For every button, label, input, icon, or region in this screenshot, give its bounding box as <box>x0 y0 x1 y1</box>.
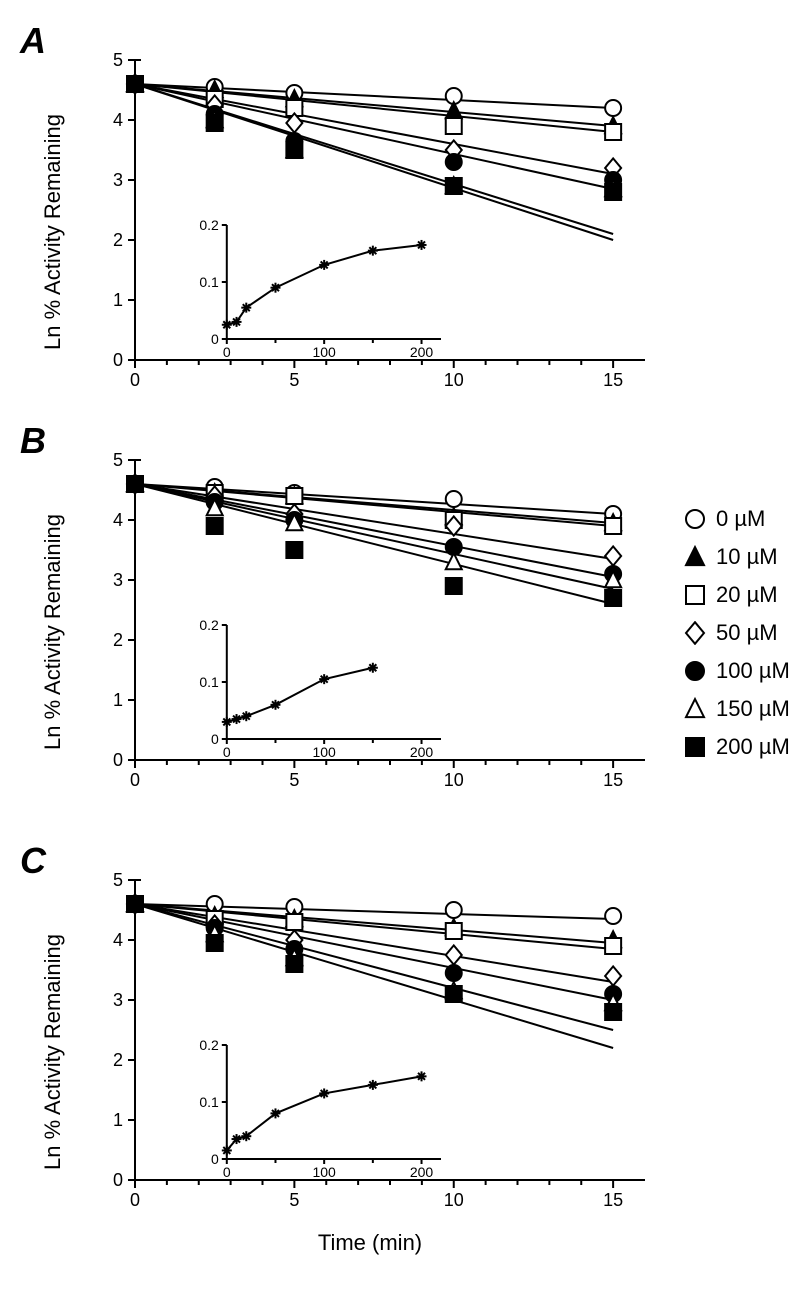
svg-text:0: 0 <box>223 744 231 760</box>
y-axis-title-c: Ln % Activity Remaining <box>40 934 66 1170</box>
svg-text:1: 1 <box>113 1110 123 1130</box>
svg-text:0: 0 <box>130 370 140 390</box>
legend-item-6: 200 µM <box>680 728 790 766</box>
legend-label-4: 100 µM <box>716 658 790 684</box>
legend-marker-0 <box>680 507 710 531</box>
svg-text:200: 200 <box>410 344 434 360</box>
legend-marker-6 <box>680 735 710 759</box>
svg-text:10: 10 <box>444 370 464 390</box>
panel-label-a: A <box>20 20 46 62</box>
svg-text:5: 5 <box>113 450 123 470</box>
svg-text:10: 10 <box>444 1190 464 1210</box>
svg-text:0.2: 0.2 <box>199 617 219 633</box>
svg-text:5: 5 <box>113 50 123 70</box>
legend-marker-2 <box>680 583 710 607</box>
svg-text:0: 0 <box>211 331 219 347</box>
svg-text:0: 0 <box>130 770 140 790</box>
svg-text:0.1: 0.1 <box>199 674 219 690</box>
svg-text:5: 5 <box>289 1190 299 1210</box>
svg-text:0: 0 <box>223 1164 231 1180</box>
svg-text:2: 2 <box>113 1050 123 1070</box>
svg-text:2: 2 <box>113 630 123 650</box>
legend-marker-1 <box>680 545 710 569</box>
svg-text:3: 3 <box>113 170 123 190</box>
svg-text:15: 15 <box>603 1190 623 1210</box>
legend-item-1: 10 µM <box>680 538 790 576</box>
svg-text:100: 100 <box>312 344 336 360</box>
svg-text:0: 0 <box>113 1170 123 1190</box>
legend-item-4: 100 µM <box>680 652 790 690</box>
legend-item-5: 150 µM <box>680 690 790 728</box>
legend-item-3: 50 µM <box>680 614 790 652</box>
legend-item-0: 0 µM <box>680 500 790 538</box>
legend: 0 µM 10 µM 20 µM 50 µM 100 µM 150 µM 200… <box>680 500 790 766</box>
legend-label-0: 0 µM <box>716 506 765 532</box>
svg-text:4: 4 <box>113 110 123 130</box>
svg-text:5: 5 <box>289 770 299 790</box>
svg-text:0: 0 <box>130 1190 140 1210</box>
svg-text:100: 100 <box>312 744 336 760</box>
panel-label-b: B <box>20 420 46 462</box>
legend-label-6: 200 µM <box>716 734 790 760</box>
legend-marker-4 <box>680 659 710 683</box>
legend-marker-5 <box>680 697 710 721</box>
svg-text:0.1: 0.1 <box>199 1094 219 1110</box>
svg-text:5: 5 <box>113 870 123 890</box>
svg-text:5: 5 <box>289 370 299 390</box>
svg-text:200: 200 <box>410 744 434 760</box>
svg-text:0: 0 <box>223 344 231 360</box>
svg-text:1: 1 <box>113 690 123 710</box>
legend-marker-3 <box>680 621 710 645</box>
legend-label-3: 50 µM <box>716 620 778 646</box>
x-axis-title: Time (min) <box>80 1230 660 1256</box>
svg-text:1: 1 <box>113 290 123 310</box>
svg-text:2: 2 <box>113 230 123 250</box>
svg-text:0: 0 <box>211 731 219 747</box>
y-axis-title-b: Ln % Activity Remaining <box>40 514 66 750</box>
panel-a: 0 1 2 3 4 5 0 5 10 15 0 100 200 0 0.1 0.2 <box>80 50 660 400</box>
panel-c: 0 1 2 3 4 5 0 5 10 15 0 100 200 0 0.1 0.2 <box>80 870 660 1220</box>
svg-text:4: 4 <box>113 510 123 530</box>
legend-item-2: 20 µM <box>680 576 790 614</box>
legend-label-2: 20 µM <box>716 582 778 608</box>
legend-label-5: 150 µM <box>716 696 790 722</box>
svg-text:3: 3 <box>113 990 123 1010</box>
y-axis-title-a: Ln % Activity Remaining <box>40 114 66 350</box>
panel-label-c: C <box>20 840 46 882</box>
svg-text:0.2: 0.2 <box>199 217 219 233</box>
svg-text:4: 4 <box>113 930 123 950</box>
svg-text:10: 10 <box>444 770 464 790</box>
svg-text:0: 0 <box>113 350 123 370</box>
svg-text:0: 0 <box>113 750 123 770</box>
svg-text:0.2: 0.2 <box>199 1037 219 1053</box>
figure-container: A B C Ln % Activity Remaining Ln % Activ… <box>20 20 790 1274</box>
svg-text:15: 15 <box>603 370 623 390</box>
svg-text:0: 0 <box>211 1151 219 1167</box>
panel-b: 0 1 2 3 4 5 0 5 10 15 0 100 200 0 0.1 0.2 <box>80 450 660 800</box>
svg-text:3: 3 <box>113 570 123 590</box>
legend-label-1: 10 µM <box>716 544 778 570</box>
svg-text:15: 15 <box>603 770 623 790</box>
svg-text:100: 100 <box>312 1164 336 1180</box>
svg-text:0.1: 0.1 <box>199 274 219 290</box>
svg-text:200: 200 <box>410 1164 434 1180</box>
